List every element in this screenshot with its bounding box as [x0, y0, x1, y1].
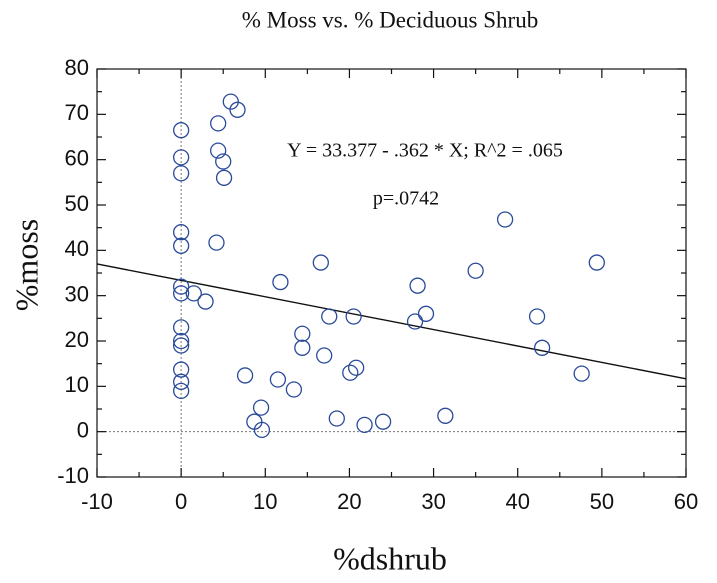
- point: [496, 211, 514, 228]
- point: [210, 142, 227, 159]
- x-tick-label: 20: [337, 489, 361, 514]
- point: [345, 308, 362, 325]
- y-tick-label: 30: [65, 281, 89, 306]
- point: [172, 278, 190, 295]
- point: [229, 101, 246, 118]
- point: [406, 313, 424, 330]
- point: [272, 273, 289, 291]
- point: [409, 277, 426, 294]
- point: [172, 285, 190, 302]
- y-tick-label: 70: [65, 100, 89, 125]
- point: [342, 364, 359, 381]
- chart-title: % Moss vs. % Deciduous Shrub: [242, 7, 538, 32]
- point: [374, 413, 392, 430]
- point: [172, 332, 190, 350]
- point: [215, 169, 233, 186]
- y-tick-label: 80: [65, 55, 89, 80]
- y-tick-label: 20: [65, 327, 89, 352]
- point: [328, 410, 345, 427]
- y-tick-label: 40: [65, 236, 89, 261]
- point: [588, 254, 605, 271]
- point: [172, 319, 190, 336]
- point: [285, 381, 303, 398]
- point: [467, 262, 484, 279]
- point: [294, 339, 311, 356]
- point: [573, 365, 590, 382]
- point: [197, 293, 214, 310]
- point: [172, 373, 190, 390]
- point: [348, 359, 365, 376]
- point: [172, 149, 190, 166]
- y-tick-label: -10: [57, 463, 89, 488]
- point: [269, 371, 287, 388]
- point: [316, 347, 333, 364]
- point: [172, 382, 190, 400]
- point: [417, 305, 435, 322]
- y-axis-label: %moss: [8, 219, 44, 311]
- point: [208, 234, 225, 251]
- point: [185, 285, 202, 302]
- p-annotation: p=.0742: [373, 188, 439, 210]
- x-tick-label: 40: [505, 489, 529, 514]
- plot-frame: [96, 68, 687, 478]
- point: [210, 115, 227, 132]
- point: [294, 325, 311, 342]
- point: [253, 421, 271, 439]
- x-tick-label: 0: [175, 489, 187, 514]
- point: [172, 122, 190, 139]
- point: [172, 361, 190, 378]
- point: [172, 165, 190, 182]
- y-tick-label: 60: [65, 145, 89, 170]
- point: [321, 308, 338, 325]
- x-tick-label: -10: [81, 489, 113, 514]
- point: [533, 339, 551, 356]
- point: [172, 337, 190, 354]
- trend-line: [96, 263, 687, 380]
- point: [252, 399, 270, 416]
- x-axis-label: %dshrub: [333, 540, 447, 576]
- y-tick-label: 0: [77, 417, 89, 442]
- point: [172, 237, 190, 254]
- y-tick-label: 10: [65, 372, 89, 397]
- equation-annotation: Y = 33.377 - .362 * X; R^2 = .065: [287, 140, 563, 162]
- y-tick-label: 50: [65, 191, 89, 216]
- point: [215, 153, 232, 170]
- point: [528, 308, 546, 325]
- x-tick-label: 10: [253, 489, 277, 514]
- point: [356, 416, 373, 434]
- point: [437, 407, 454, 424]
- point: [222, 93, 239, 110]
- point: [172, 224, 190, 241]
- x-tick-label: 50: [590, 489, 614, 514]
- point: [236, 367, 254, 384]
- x-tick-label: 30: [421, 489, 445, 514]
- point: [312, 254, 329, 271]
- x-tick-label: 60: [674, 489, 698, 514]
